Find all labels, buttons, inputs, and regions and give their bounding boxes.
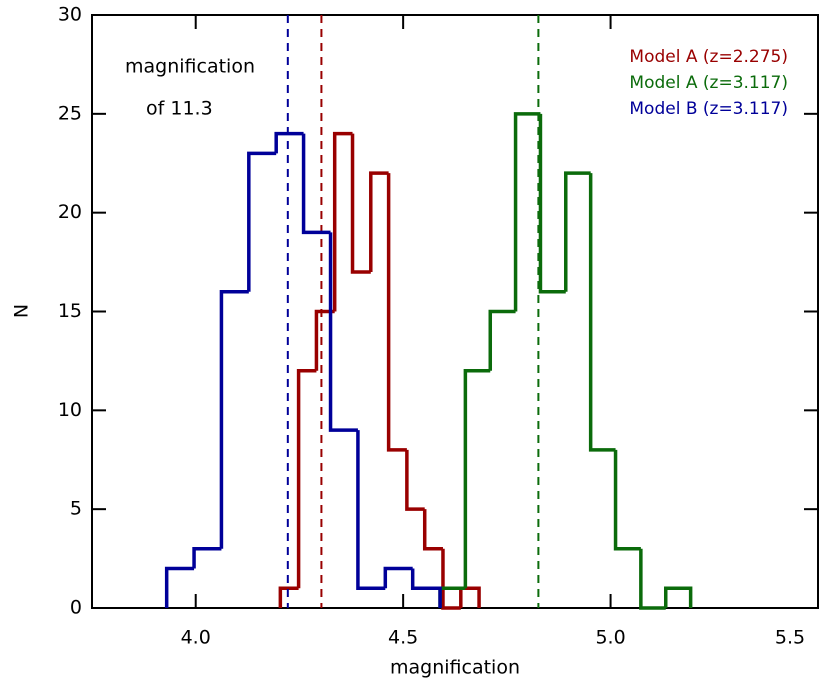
histogram-step (350, 133, 371, 274)
histogram-step (328, 232, 358, 432)
histogram-step (488, 309, 516, 371)
histogram-step (314, 309, 335, 371)
histogram-step (422, 509, 443, 551)
histogram-step (301, 133, 331, 235)
histogram-step (296, 369, 317, 589)
x-tick-label: 4.0 (181, 627, 211, 649)
histogram-step (588, 173, 616, 452)
histogram-step (386, 173, 407, 452)
y-tick-label: 0 (70, 597, 82, 619)
histogram-step (463, 369, 491, 589)
y-tick-label: 5 (70, 498, 82, 520)
legend-entry: Model A (z=3.117) (629, 73, 788, 93)
y-axis-label: N (11, 304, 33, 318)
legend-entry: Model B (z=3.117) (629, 99, 788, 119)
histogram-step (219, 289, 249, 549)
histogram-step (663, 586, 693, 608)
y-tick-label: 15 (58, 300, 82, 322)
histogram-step (247, 151, 277, 292)
histogram-step (192, 546, 222, 569)
histogram-step (164, 566, 195, 608)
histogram-step (405, 449, 425, 511)
histogram-step (613, 449, 641, 551)
x-axis-label: magnification (390, 657, 520, 679)
x-tick-label: 5.0 (595, 627, 625, 649)
x-tick-label: 5.5 (775, 627, 805, 649)
y-tick-label: 30 (58, 4, 82, 26)
y-tick-label: 10 (58, 399, 82, 421)
histogram-step (332, 131, 353, 312)
histogram-step (383, 566, 413, 589)
histogram-step (564, 171, 591, 292)
histogram-step (274, 131, 304, 154)
histogram-step (410, 568, 442, 608)
histogram-step (513, 112, 541, 312)
y-tick-label: 25 (58, 102, 82, 124)
histogram-step (459, 586, 481, 608)
histogram-step (369, 171, 389, 272)
histogram-step (639, 548, 666, 610)
annotation: magnification (125, 56, 255, 78)
annotation: of 11.3 (146, 98, 213, 120)
x-tick-label: 4.5 (388, 627, 418, 649)
histogram-step (538, 113, 566, 294)
legend-entry: Model A (z=2.275) (629, 47, 788, 67)
y-tick-label: 20 (58, 201, 82, 223)
histogram-step (278, 586, 299, 608)
histogram-step (441, 548, 461, 610)
histogram-step (356, 430, 386, 590)
